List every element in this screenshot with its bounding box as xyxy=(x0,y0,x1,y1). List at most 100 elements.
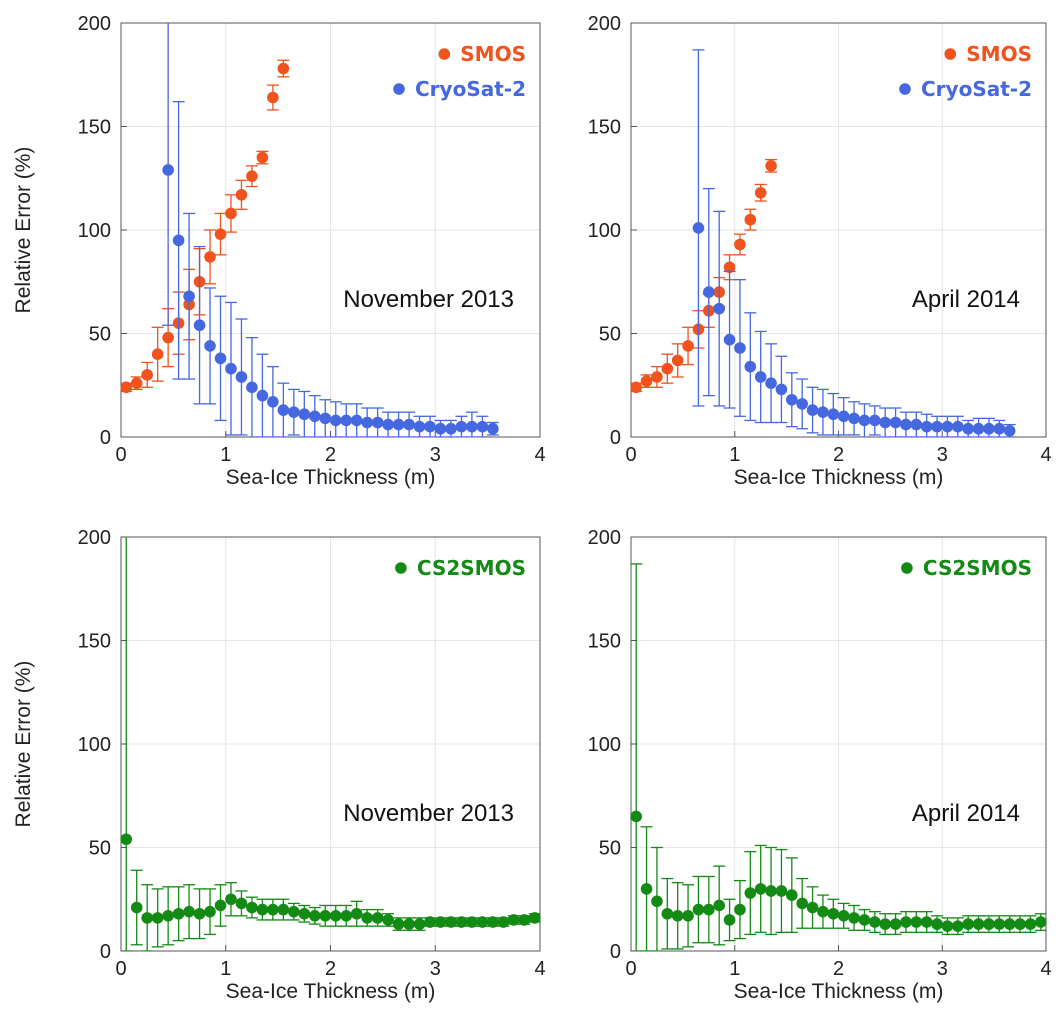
data-point xyxy=(277,404,290,416)
y-axis-label: Relative Error (%) xyxy=(12,661,35,828)
data-point xyxy=(848,912,860,924)
data-point xyxy=(703,286,715,298)
data-point xyxy=(692,222,705,234)
data-point xyxy=(817,905,829,918)
data-point xyxy=(775,383,788,396)
x-tick-label: 2 xyxy=(833,444,844,466)
data-point xyxy=(806,404,819,416)
data-point xyxy=(983,918,995,930)
data-point xyxy=(713,302,725,315)
x-tick-label: 1 xyxy=(220,444,231,466)
data-point xyxy=(682,340,694,352)
data-point xyxy=(434,422,447,435)
data-point xyxy=(256,389,269,402)
data-point xyxy=(869,916,881,928)
data-point xyxy=(267,396,279,408)
x-tick-label: 0 xyxy=(625,958,636,980)
y-tick-label: 100 xyxy=(588,220,621,242)
data-point xyxy=(806,901,819,914)
legend-label: CryoSat-2 xyxy=(415,77,526,101)
data-point xyxy=(858,914,871,926)
x-tick-label: 1 xyxy=(729,958,740,980)
data-point xyxy=(837,910,850,922)
y-tick-label: 50 xyxy=(89,838,111,860)
data-point xyxy=(371,912,384,924)
data-point xyxy=(445,916,457,928)
data-point xyxy=(172,234,185,247)
x-tick-label: 3 xyxy=(430,444,441,466)
data-point xyxy=(319,412,332,425)
y-tick-label: 100 xyxy=(78,220,111,242)
series-cryosat-2 xyxy=(692,49,1016,437)
data-point xyxy=(288,406,300,418)
data-point xyxy=(900,418,912,431)
data-point xyxy=(487,422,499,435)
x-tick-label: 2 xyxy=(833,958,844,980)
data-point xyxy=(455,916,468,928)
legend-label: CS2SMOS xyxy=(417,556,526,580)
legend-marker xyxy=(944,48,957,60)
data-point xyxy=(235,897,248,910)
legend-marker xyxy=(901,562,913,574)
data-point xyxy=(931,420,943,433)
data-point xyxy=(640,883,653,895)
legend-label: SMOS xyxy=(460,42,526,66)
legend-marker xyxy=(438,48,451,60)
legend-marker xyxy=(393,83,405,95)
x-tick-label: 4 xyxy=(534,958,545,980)
data-point xyxy=(920,420,933,433)
data-point xyxy=(734,903,746,916)
x-axis-label: Sea-Ice Thickness (m) xyxy=(734,466,944,489)
data-point xyxy=(682,910,694,922)
data-point xyxy=(403,918,415,930)
y-tick-label: 100 xyxy=(588,734,621,756)
data-point xyxy=(141,912,153,924)
data-point xyxy=(952,920,964,932)
data-point xyxy=(786,393,798,406)
data-point xyxy=(225,893,237,906)
data-point xyxy=(630,810,642,823)
data-point xyxy=(329,414,342,427)
data-point xyxy=(941,420,954,433)
data-point xyxy=(837,410,850,423)
legend-marker xyxy=(899,83,911,95)
data-point xyxy=(723,333,736,346)
data-point xyxy=(151,912,164,924)
series-smos xyxy=(630,158,778,394)
data-point xyxy=(246,901,258,914)
data-point xyxy=(962,918,974,930)
data-point xyxy=(235,371,248,383)
data-point xyxy=(508,914,520,926)
data-point xyxy=(434,916,447,928)
series-cs2smos xyxy=(630,563,1047,951)
data-point xyxy=(754,186,767,199)
data-point xyxy=(889,918,902,930)
data-point xyxy=(466,916,478,928)
data-point xyxy=(162,910,174,922)
data-point xyxy=(879,918,891,930)
data-point xyxy=(734,342,746,354)
data-point xyxy=(879,416,891,429)
data-point xyxy=(1024,918,1037,930)
data-point xyxy=(413,420,426,433)
data-point xyxy=(350,907,363,920)
data-point xyxy=(723,261,736,274)
y-tick-label: 0 xyxy=(610,427,621,449)
data-point xyxy=(754,883,767,895)
data-point xyxy=(723,914,736,926)
data-point xyxy=(661,362,674,375)
x-axis-label: Sea-Ice Thickness (m) xyxy=(226,980,436,1003)
data-point xyxy=(413,918,426,930)
data-point xyxy=(120,833,133,846)
y-tick-label: 150 xyxy=(78,631,111,653)
data-point xyxy=(162,164,174,176)
x-tick-label: 4 xyxy=(534,444,545,466)
data-point xyxy=(130,377,143,389)
x-tick-label: 1 xyxy=(729,444,740,466)
data-point xyxy=(952,420,964,433)
data-point xyxy=(661,907,674,920)
data-point xyxy=(267,91,279,104)
data-point xyxy=(744,213,757,226)
